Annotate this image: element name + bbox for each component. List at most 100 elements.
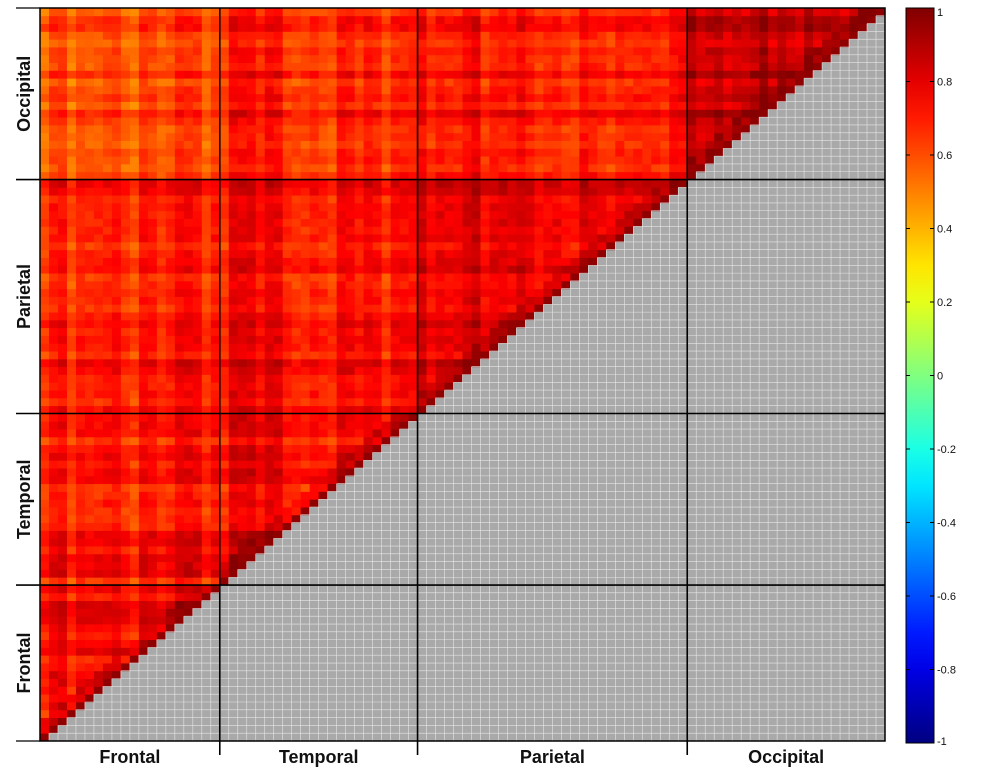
heatmap-cell (237, 312, 248, 321)
heatmap-cell (156, 546, 167, 555)
heatmap-cell (219, 343, 230, 352)
heatmap-cell (309, 374, 320, 383)
heatmap-cell (336, 725, 347, 734)
heatmap-cell (66, 195, 77, 204)
heatmap-cell (498, 709, 508, 719)
heatmap-cell (111, 109, 122, 118)
heatmap-cell (435, 694, 445, 703)
heatmap-cell (66, 429, 77, 438)
heatmap-cell (282, 468, 293, 477)
heatmap-cell (345, 600, 356, 609)
heatmap-cell (336, 187, 347, 196)
heatmap-cell (66, 483, 77, 492)
heatmap-cell (237, 226, 248, 235)
heatmap-cell (327, 522, 338, 531)
heatmap-cell (255, 31, 266, 40)
heatmap-cell (219, 187, 230, 196)
heatmap-cell (435, 358, 445, 368)
heatmap-cell (183, 655, 194, 664)
heatmap-cell (201, 163, 212, 173)
heatmap-cell (471, 491, 481, 500)
heatmap-cell (462, 405, 472, 414)
heatmap-cell (381, 335, 391, 344)
heatmap-cell (291, 304, 302, 313)
heatmap-cell (408, 273, 418, 282)
heatmap-cell (471, 631, 481, 641)
heatmap-cell (480, 327, 490, 336)
heatmap-cell (498, 31, 508, 40)
heatmap-cell (147, 70, 158, 79)
heatmap-cell (480, 468, 490, 477)
heatmap-cell (507, 475, 517, 485)
heatmap-cell (381, 553, 391, 563)
heatmap-cell (138, 54, 149, 63)
heatmap-cell (318, 62, 329, 71)
heatmap-cell (282, 452, 293, 461)
heatmap-cell (345, 702, 356, 711)
heatmap-cell (498, 655, 508, 664)
heatmap-cell (363, 319, 374, 329)
heatmap-cell (399, 62, 409, 71)
heatmap-cell (399, 210, 409, 219)
heatmap-cell (462, 491, 472, 500)
heatmap-cell (120, 343, 131, 352)
heatmap-cell (363, 187, 374, 196)
heatmap-cell (246, 296, 257, 305)
heatmap-cell (120, 413, 131, 422)
heatmap-cell (192, 733, 203, 742)
heatmap-cell (93, 655, 104, 664)
heatmap-cell (120, 15, 131, 24)
heatmap-cell (93, 171, 104, 180)
heatmap-cell (210, 124, 221, 134)
heatmap-cell (75, 507, 86, 516)
heatmap-cell (417, 101, 427, 110)
heatmap-cell (75, 202, 86, 212)
heatmap-cell (390, 530, 400, 539)
heatmap-cell (462, 725, 472, 734)
heatmap-cell (426, 343, 436, 352)
heatmap-cell (201, 234, 212, 243)
heatmap-cell (282, 366, 293, 375)
heatmap-cell (40, 382, 50, 391)
heatmap-cell (93, 70, 104, 79)
heatmap-cell (282, 616, 293, 625)
heatmap-cell (462, 101, 472, 110)
heatmap-cell (201, 93, 212, 102)
heatmap-cell (102, 390, 113, 399)
heatmap-cell (129, 468, 140, 477)
heatmap-cell (354, 663, 365, 672)
heatmap-cell (201, 405, 212, 414)
heatmap-cell (183, 507, 194, 516)
heatmap-cell (183, 218, 194, 227)
heatmap-cell (363, 702, 374, 711)
heatmap-cell (156, 23, 167, 32)
heatmap-cell (57, 210, 68, 219)
heatmap-cell (156, 397, 167, 407)
heatmap-cell (381, 686, 391, 695)
heatmap-cell (93, 374, 104, 383)
heatmap-cell (93, 585, 104, 594)
heatmap-cell (246, 546, 257, 555)
heatmap-cell (156, 31, 167, 40)
heatmap-cell (498, 304, 508, 313)
heatmap-cell (507, 304, 517, 313)
heatmap-cell (273, 631, 284, 641)
heatmap-cell (336, 93, 347, 102)
heatmap-cell (183, 631, 194, 641)
heatmap-cell (93, 93, 104, 102)
heatmap-cell (165, 8, 176, 17)
heatmap-cell (282, 343, 293, 352)
heatmap-cell (453, 491, 463, 500)
heatmap-cell (417, 163, 427, 173)
heatmap-cell (210, 62, 221, 71)
heatmap-cell (363, 717, 374, 726)
heatmap-cell (390, 561, 400, 570)
heatmap-cell (120, 335, 131, 344)
heatmap-cell (273, 670, 284, 680)
heatmap-cell (192, 452, 203, 461)
heatmap-cell (237, 725, 248, 734)
heatmap-cell (399, 85, 409, 95)
heatmap-cell (381, 678, 391, 687)
heatmap-cell (453, 647, 463, 656)
heatmap-cell (345, 429, 356, 438)
